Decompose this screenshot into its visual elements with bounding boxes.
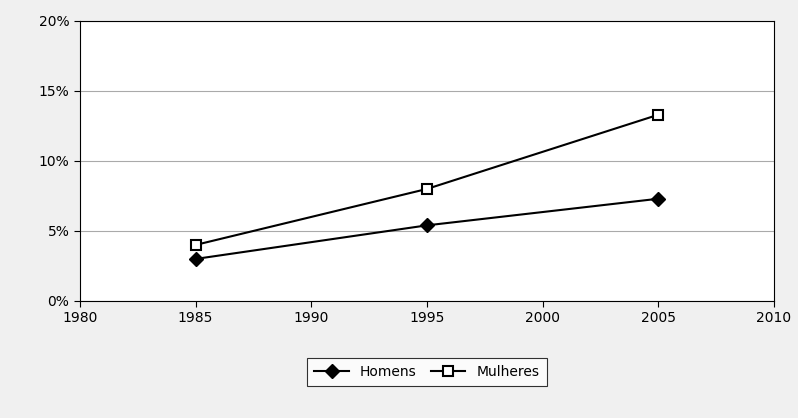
Homens (422, 223, 432, 228)
Mulheres (422, 186, 432, 191)
Homens (191, 256, 200, 262)
Homens (654, 196, 663, 201)
Mulheres (654, 112, 663, 117)
Line: Homens: Homens (191, 194, 663, 264)
Line: Mulheres: Mulheres (191, 110, 663, 250)
Legend: Homens, Mulheres: Homens, Mulheres (307, 358, 547, 386)
Mulheres (191, 242, 200, 247)
